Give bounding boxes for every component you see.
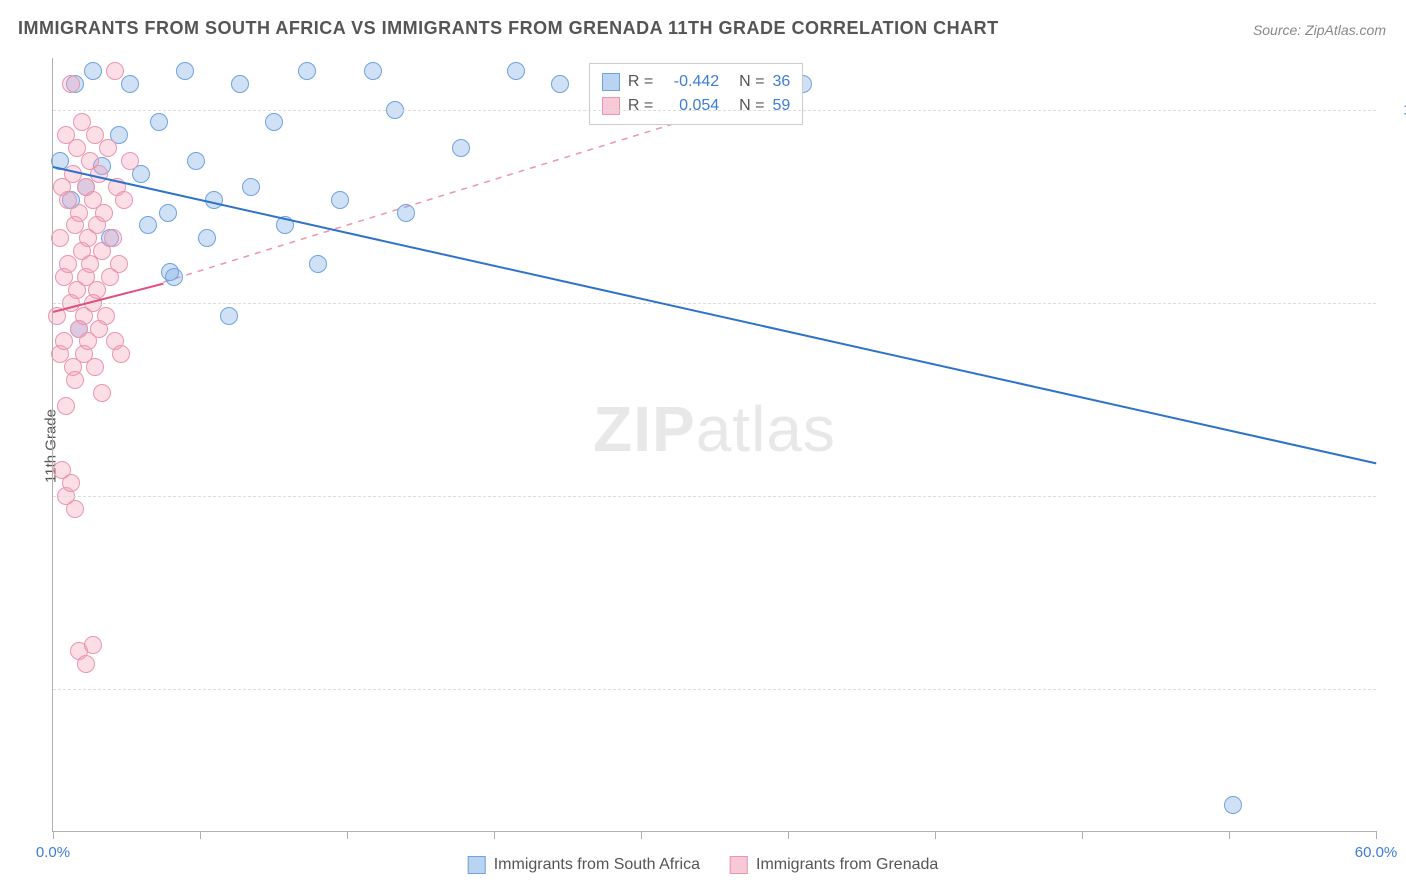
n-label: N = — [739, 94, 764, 118]
xtick — [788, 831, 789, 839]
chart-title: IMMIGRANTS FROM SOUTH AFRICA VS IMMIGRAN… — [18, 18, 999, 39]
xtick — [1229, 831, 1230, 839]
data-point — [97, 307, 115, 325]
r-value: 0.054 — [661, 94, 719, 118]
xtick-label: 0.0% — [36, 844, 70, 861]
data-point — [106, 62, 124, 80]
ytick-label: 100.0% — [1384, 101, 1406, 118]
data-point — [110, 255, 128, 273]
data-point — [57, 397, 75, 415]
data-point — [298, 62, 316, 80]
data-point — [62, 75, 80, 93]
r-value: -0.442 — [661, 70, 719, 94]
data-point — [551, 75, 569, 93]
legend-swatch — [602, 73, 620, 91]
data-point — [77, 655, 95, 673]
data-point — [55, 332, 73, 350]
ytick-label: 77.5% — [1384, 681, 1406, 698]
bottom-legend: Immigrants from South Africa Immigrants f… — [468, 856, 939, 874]
data-point — [176, 62, 194, 80]
data-point — [66, 371, 84, 389]
data-point — [187, 152, 205, 170]
n-value: 36 — [773, 70, 791, 94]
gridline — [53, 496, 1376, 497]
data-point — [86, 358, 104, 376]
data-point — [93, 384, 111, 402]
gridline — [53, 303, 1376, 304]
data-point — [242, 178, 260, 196]
n-label: N = — [739, 70, 764, 94]
gridline — [53, 689, 1376, 690]
stats-box: R = -0.442 N = 36 R = 0.054 N = 59 — [589, 63, 803, 125]
r-label: R = — [628, 70, 653, 94]
data-point — [397, 204, 415, 222]
legend-item: Immigrants from Grenada — [730, 856, 938, 874]
xtick — [494, 831, 495, 839]
data-point — [309, 255, 327, 273]
data-point — [150, 113, 168, 131]
data-point — [231, 75, 249, 93]
legend-swatch — [602, 97, 620, 115]
data-point — [1224, 796, 1242, 814]
data-point — [161, 263, 179, 281]
data-point — [112, 345, 130, 363]
data-point — [84, 636, 102, 654]
data-point — [95, 204, 113, 222]
xtick — [935, 831, 936, 839]
xtick — [1376, 831, 1377, 839]
stats-row: R = 0.054 N = 59 — [602, 94, 790, 118]
data-point — [159, 204, 177, 222]
data-point — [265, 113, 283, 131]
gridline — [53, 110, 1376, 111]
data-point — [104, 229, 122, 247]
source-label: Source: ZipAtlas.com — [1253, 22, 1386, 38]
r-label: R = — [628, 94, 653, 118]
data-point — [364, 62, 382, 80]
legend-swatch — [468, 856, 486, 874]
data-point — [115, 191, 133, 209]
xtick-label: 60.0% — [1355, 844, 1398, 861]
legend-swatch — [730, 856, 748, 874]
legend-item: Immigrants from South Africa — [468, 856, 700, 874]
data-point — [452, 139, 470, 157]
stats-row: R = -0.442 N = 36 — [602, 70, 790, 94]
data-point — [139, 216, 157, 234]
data-point — [99, 139, 117, 157]
ytick-label: 92.5% — [1384, 294, 1406, 311]
data-point — [198, 229, 216, 247]
data-point — [84, 62, 102, 80]
legend-label: Immigrants from South Africa — [494, 856, 700, 874]
data-point — [121, 152, 139, 170]
xtick — [200, 831, 201, 839]
data-point — [331, 191, 349, 209]
n-value: 59 — [773, 94, 791, 118]
data-point — [220, 307, 238, 325]
data-point — [51, 229, 69, 247]
points-layer — [53, 58, 1376, 831]
legend-label: Immigrants from Grenada — [756, 856, 938, 874]
data-point — [507, 62, 525, 80]
ytick-label: 85.0% — [1384, 488, 1406, 505]
data-point — [121, 75, 139, 93]
xtick — [347, 831, 348, 839]
xtick — [53, 831, 54, 839]
xtick — [1082, 831, 1083, 839]
xtick — [641, 831, 642, 839]
plot-area: ZIPatlas R =-0.442N =36R =0.054N =59 77.… — [52, 58, 1376, 832]
data-point — [66, 500, 84, 518]
data-point — [62, 474, 80, 492]
